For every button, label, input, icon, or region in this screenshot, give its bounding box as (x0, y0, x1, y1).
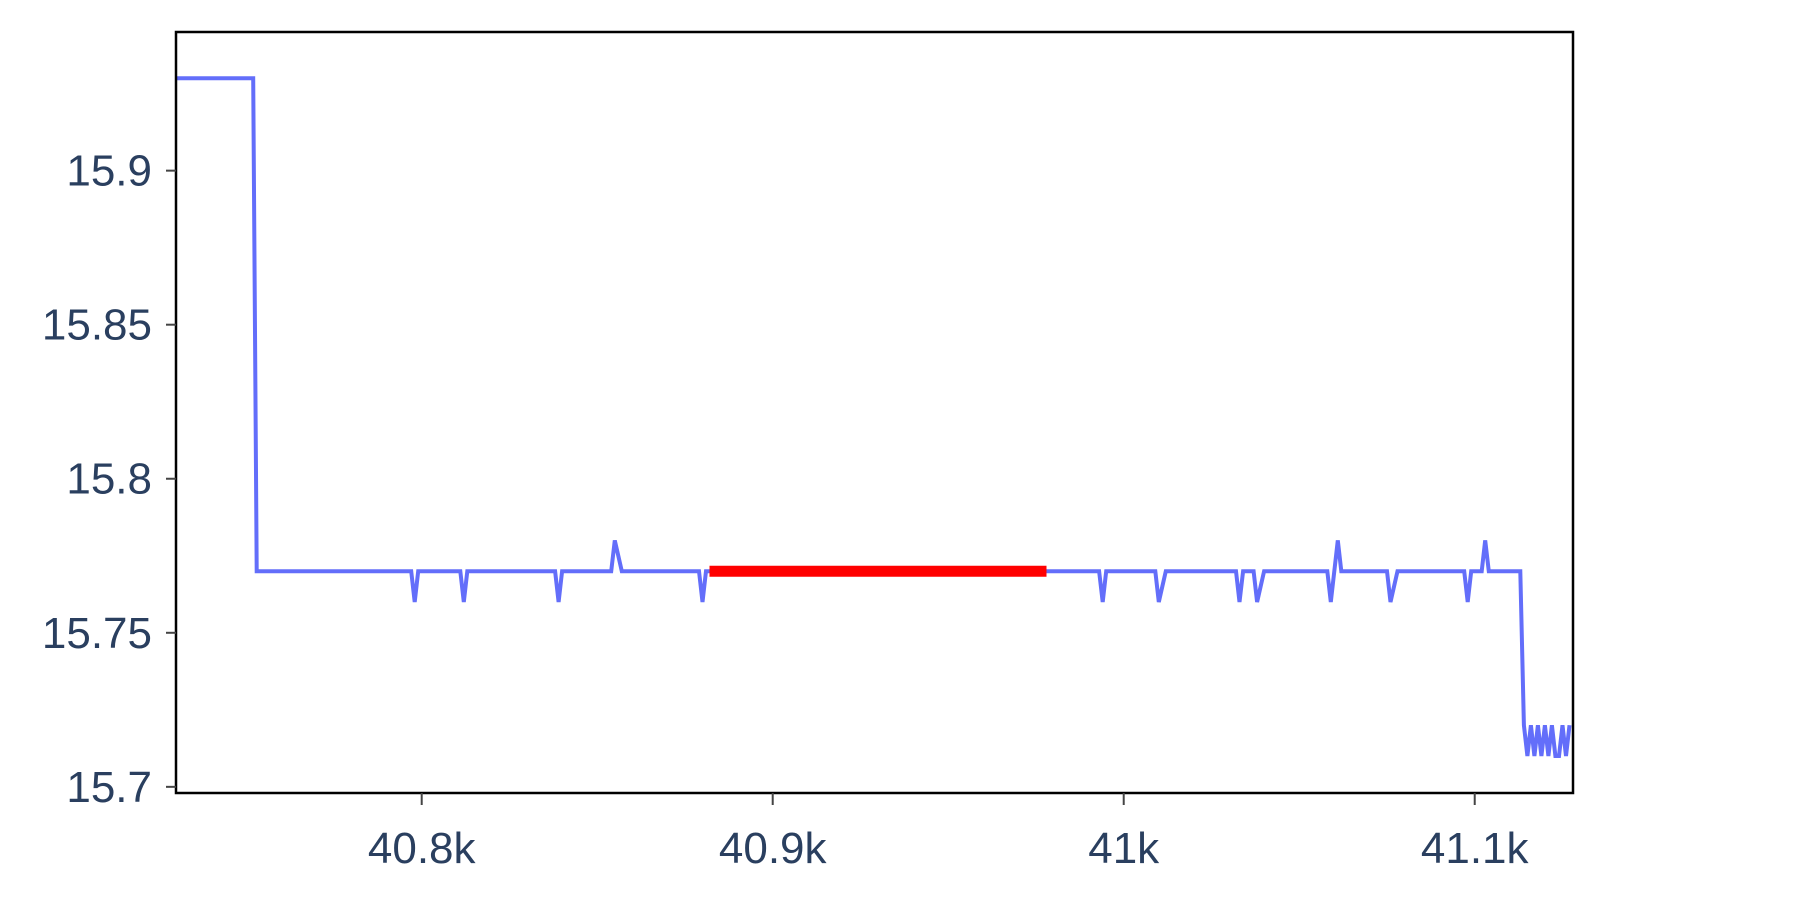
plot-frame (174, 30, 1575, 795)
x-tick-label: 41.1k (1421, 824, 1530, 873)
y-tick-label: 15.75 (42, 609, 152, 658)
y-tick-label: 15.9 (66, 147, 152, 196)
plot-area (176, 76, 1572, 758)
y-tick-label: 15.8 (66, 455, 152, 504)
y-tick-label: 15.85 (42, 301, 152, 350)
x-axis: 40.8k 40.9k 41k 41.1k (368, 793, 1530, 873)
x-tick-label: 40.8k (368, 824, 477, 873)
y-tick-label: 15.7 (66, 763, 152, 812)
y-axis: 15.7 15.75 15.8 15.85 15.9 (42, 147, 176, 812)
x-tick-label: 41k (1088, 824, 1160, 873)
x-tick-label: 40.9k (719, 824, 828, 873)
series-line (176, 76, 1572, 758)
